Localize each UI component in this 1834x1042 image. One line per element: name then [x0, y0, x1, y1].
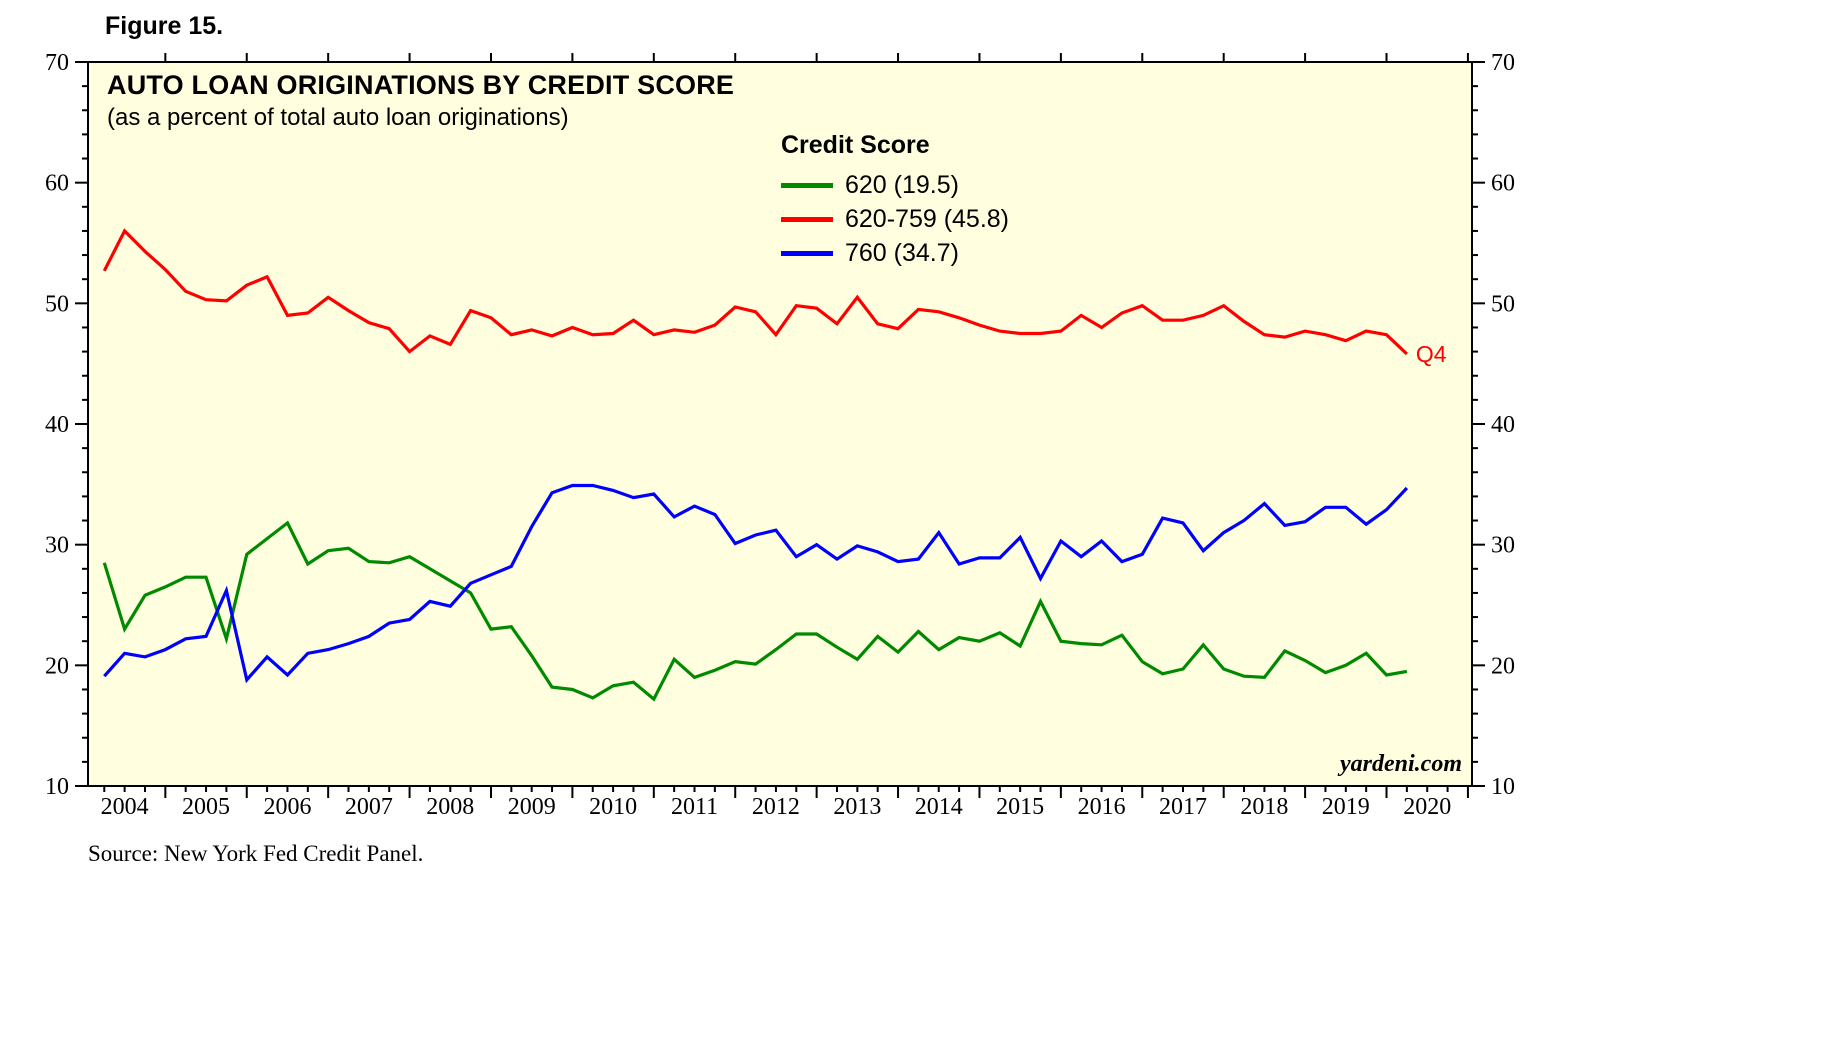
- x-axis-label: 2009: [508, 794, 556, 820]
- x-axis-label: 2008: [426, 794, 474, 820]
- x-axis-label: 2012: [752, 794, 800, 820]
- y-axis-label-right: 30: [1491, 533, 1515, 559]
- y-axis-label-left: 50: [45, 291, 69, 317]
- legend-entry: 760 (34.7): [781, 236, 1009, 270]
- x-axis-label: 2007: [345, 794, 393, 820]
- y-axis-label-right: 70: [1491, 50, 1515, 76]
- x-axis-label: 2014: [915, 794, 963, 820]
- end-quarter-annotation: Q4: [1416, 341, 1447, 367]
- series-620-19-5: [102, 520, 1408, 702]
- x-axis-label: 2010: [589, 794, 637, 820]
- chart-title: AUTO LOAN ORIGINATIONS BY CREDIT SCORE: [107, 70, 735, 100]
- legend-entry-label: 620 (19.5): [845, 170, 959, 199]
- y-axis-label-left: 60: [45, 171, 69, 197]
- series-760-34-7: [103, 483, 1409, 684]
- y-axis-label-left: 40: [45, 412, 69, 438]
- legend-entry: 620 (19.5): [781, 168, 1009, 202]
- legend-swatch: [781, 216, 833, 222]
- x-axis-label: 2019: [1322, 794, 1370, 820]
- x-axis-label: 2015: [996, 794, 1044, 820]
- plot-frame: [87, 61, 1473, 787]
- series-620-759-45-8: [102, 228, 1408, 356]
- y-axis-label-right: 40: [1491, 412, 1515, 438]
- x-axis-label: 2018: [1240, 794, 1288, 820]
- x-axis-label: 2004: [101, 794, 149, 820]
- y-axis-label-right: 10: [1491, 774, 1515, 800]
- legend-entry: 620-759 (45.8): [781, 202, 1009, 236]
- x-axis-label: 2005: [182, 794, 230, 820]
- x-axis-label: 2011: [671, 794, 718, 820]
- legend-entry-label: 760 (34.7): [845, 238, 959, 267]
- y-axis-label-left: 20: [45, 653, 69, 679]
- legend-entry-label: 620-759 (45.8): [845, 204, 1010, 233]
- yardeni-watermark: yardeni.com: [1340, 751, 1462, 777]
- figure-label: Figure 15.: [105, 12, 224, 40]
- legend: Credit Score 620 (19.5) 620-759 (45.8) 760…: [781, 131, 1009, 270]
- x-axis-label: 2006: [263, 794, 311, 820]
- y-axis-label-left: 30: [45, 533, 69, 559]
- legend-entries: 620 (19.5) 620-759 (45.8) 760 (34.7): [781, 168, 1009, 270]
- legend-swatch: [781, 182, 833, 188]
- y-axis-label-right: 50: [1491, 291, 1515, 317]
- x-axis-label: 2020: [1403, 794, 1451, 820]
- y-axis-label-right: 60: [1491, 171, 1515, 197]
- source-note: Source: New York Fed Credit Panel.: [88, 841, 424, 866]
- x-axis-label: 2016: [1078, 794, 1126, 820]
- y-axis-label-right: 20: [1491, 653, 1515, 679]
- chart-subtitle: (as a percent of total auto loan origina…: [107, 104, 569, 131]
- plot-area: [88, 62, 1472, 786]
- x-axis-label: 2017: [1159, 794, 1207, 820]
- y-axis-label-left: 10: [45, 774, 69, 800]
- y-axis-label-left: 70: [45, 50, 69, 76]
- x-axis-label: 2013: [833, 794, 881, 820]
- legend-heading: Credit Score: [781, 131, 930, 159]
- legend-swatch: [781, 250, 833, 256]
